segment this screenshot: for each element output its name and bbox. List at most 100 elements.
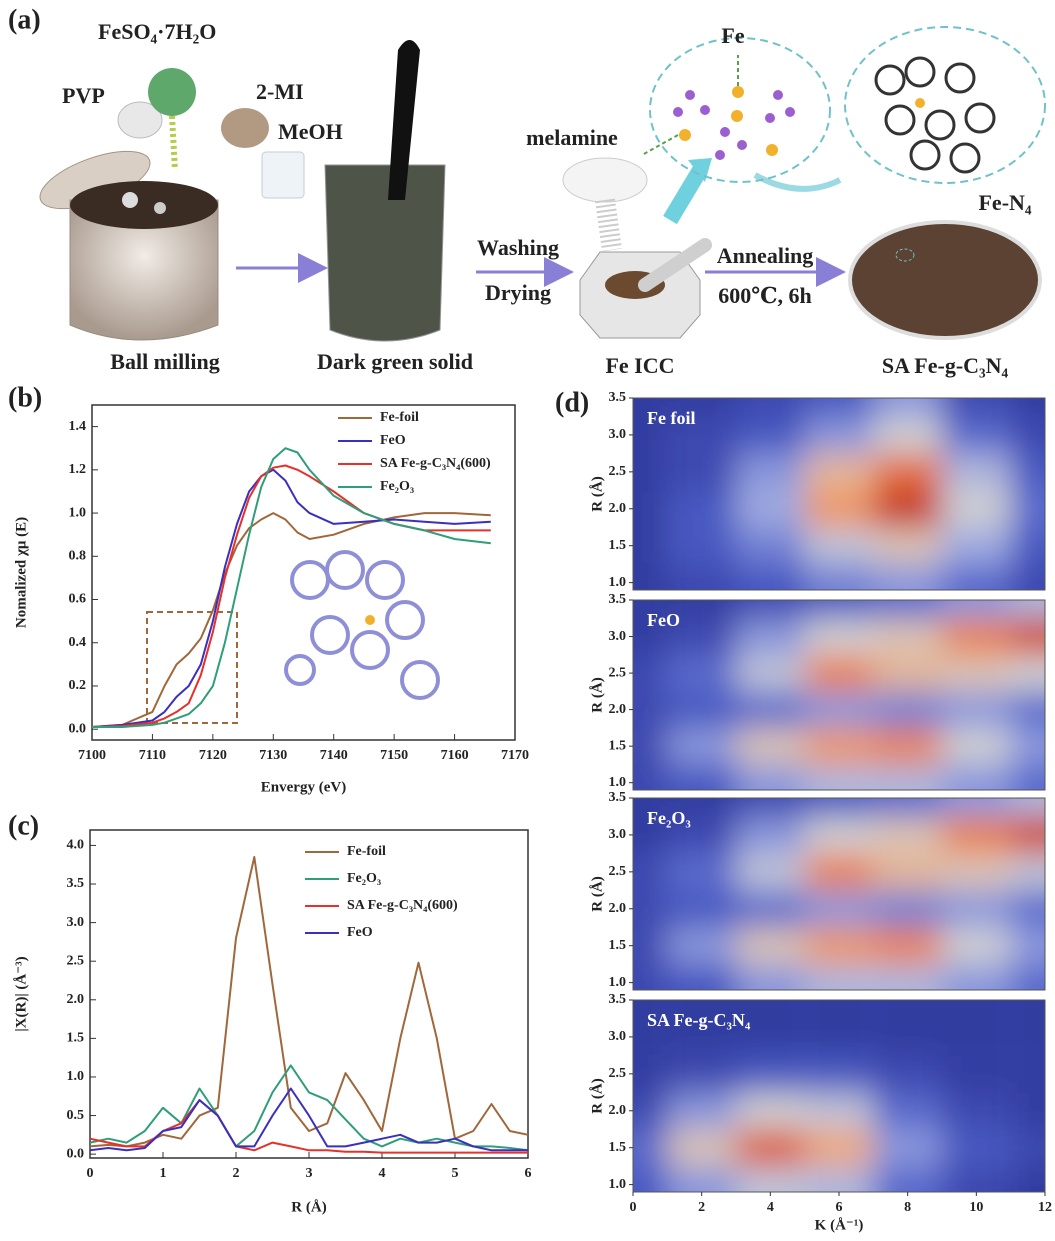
y-tick-label: 4.0 [67,838,85,853]
fen4-structure [876,58,994,172]
shape [966,104,994,132]
contour-cell [942,416,1011,453]
contour-cell [1011,338,1055,416]
contour-cell [667,1055,736,1092]
x-tick-label: 7100 [78,748,106,763]
contour-cell [736,691,805,728]
contour-cell [736,1055,805,1092]
contour-cell [1011,853,1055,890]
y-tick-label: 2.5 [609,665,627,680]
y-tick-label: 2.0 [609,501,627,516]
shape [367,562,403,598]
schematic: PVP FeSO₄·7H₂O 2-MI MeOH Ball milling Da… [33,19,1045,378]
x-tick-label: 3 [306,1166,313,1181]
shape [673,107,683,117]
x-tick-label: 1 [160,1166,167,1181]
melamine-pointer [642,135,678,155]
contour-cell [873,453,942,490]
contour-cell [736,890,805,927]
shape [700,105,710,115]
y-tick-label: 1.0 [609,975,627,990]
contour-cell [805,1018,874,1055]
y-tick-label: 1.4 [69,419,87,434]
y-axis-label: R (Å) [589,476,605,511]
shape [951,144,979,172]
contour-cell [942,816,1011,853]
contour-cell [1011,490,1055,527]
contour-cell [1011,1018,1055,1055]
contour-cell [942,453,1011,490]
panel-label: (b) [8,382,42,413]
contour-cell [873,1129,942,1166]
contour-cell [805,338,874,416]
label: MeOH [278,119,343,144]
shape [876,58,994,172]
contour-cell [805,927,874,964]
y-tick-label: 3.0 [609,1029,627,1044]
page: Figure {"panel_labels": ["(a)", "(b)", "… [0,0,1055,1241]
y-tick-label: 1.0 [609,575,627,590]
label: SA Fe-g-C₃N₄ [882,353,1009,378]
y-tick-label: 0.4 [69,635,87,650]
contour-cell [667,453,736,490]
contour-cell [1011,1092,1055,1129]
contour-cell [736,816,805,853]
y-tick-label: 2.5 [609,864,627,879]
x-tick-label: 0 [87,1166,94,1181]
contour-cell [942,1018,1011,1055]
x-tick-label: 2 [698,1200,705,1215]
dish [850,222,1040,338]
y-tick-label: 3.5 [67,876,85,891]
contour-cell [736,728,805,765]
label: Fe-N₄ [978,190,1031,215]
contour-cell [873,490,942,527]
y-tick-label: 2.5 [609,464,627,479]
shape [732,86,744,98]
shape [292,562,328,598]
y-tick-label: 1.0 [67,1069,85,1084]
y-tick-label: 3.5 [609,790,627,805]
contour-cell [736,490,805,527]
shape [286,656,314,684]
contour-cell [805,890,874,927]
label: Ball milling [110,349,219,374]
contour-cell [805,1129,874,1166]
contour-cell [1011,691,1055,728]
feso4-powder [148,68,196,116]
x-axis-label: R (Å) [291,1199,326,1215]
contour-cell [805,453,874,490]
contour-cell [873,1055,942,1092]
curve-arrow [755,175,840,189]
y-tick-label: 3.5 [609,390,627,405]
legend-label: FeO [347,925,373,940]
shape [911,141,939,169]
shape [679,129,691,141]
shape [685,90,695,100]
y-axis-label: R (Å) [589,677,605,712]
label: Drying [485,280,551,305]
contour-cell [1011,890,1055,927]
contour-cell [873,927,942,964]
contour-cell [736,1092,805,1129]
contour-cell [736,527,805,564]
x-tick-label: 7110 [139,748,166,763]
contour-cell [942,853,1011,890]
contour-cell [667,691,736,728]
y-tick-label: 3.5 [609,992,627,1007]
contour-cell [1011,1055,1055,1092]
shape [766,144,778,156]
contour-cell [667,655,736,692]
x-tick-label: 12 [1038,1200,1052,1215]
contour-cell [736,853,805,890]
contour-cell [942,655,1011,692]
contour-cell [873,816,942,853]
label: PVP [62,83,105,108]
contour-cell [942,1055,1011,1092]
label: melamine [526,125,618,150]
shape [886,106,914,134]
x-tick-label: 4 [379,1166,386,1181]
legend-label: SA Fe-g-C₃N₄(600) [380,456,491,471]
x-tick-label: 2 [233,1166,240,1181]
x-tick-label: 7140 [320,748,348,763]
contour-cell [1011,1129,1055,1166]
